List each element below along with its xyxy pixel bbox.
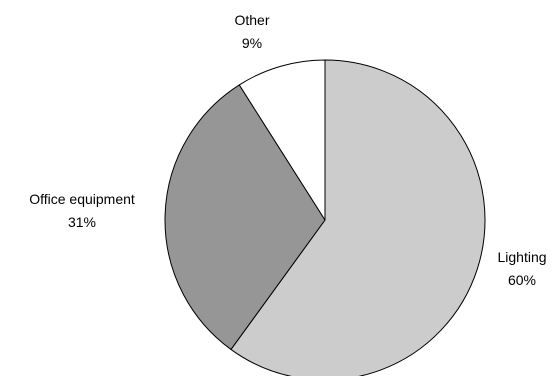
slice-value-other: 9% — [242, 35, 262, 51]
slice-label-other: Other — [234, 12, 269, 28]
pie-slices — [164, 59, 486, 376]
slice-value-office-equipment: 31% — [68, 214, 96, 230]
pie-labels: Lighting 60% Office equipment 31% Other 9% — [29, 12, 546, 288]
pie-slice-lighting — [230, 59, 486, 376]
pie-slice-other — [238, 59, 326, 221]
pie-slice-office-equipment — [164, 84, 326, 350]
slice-value-lighting: 60% — [508, 272, 536, 288]
slice-label-lighting: Lighting — [497, 249, 546, 265]
slice-label-office-equipment: Office equipment — [29, 191, 135, 207]
